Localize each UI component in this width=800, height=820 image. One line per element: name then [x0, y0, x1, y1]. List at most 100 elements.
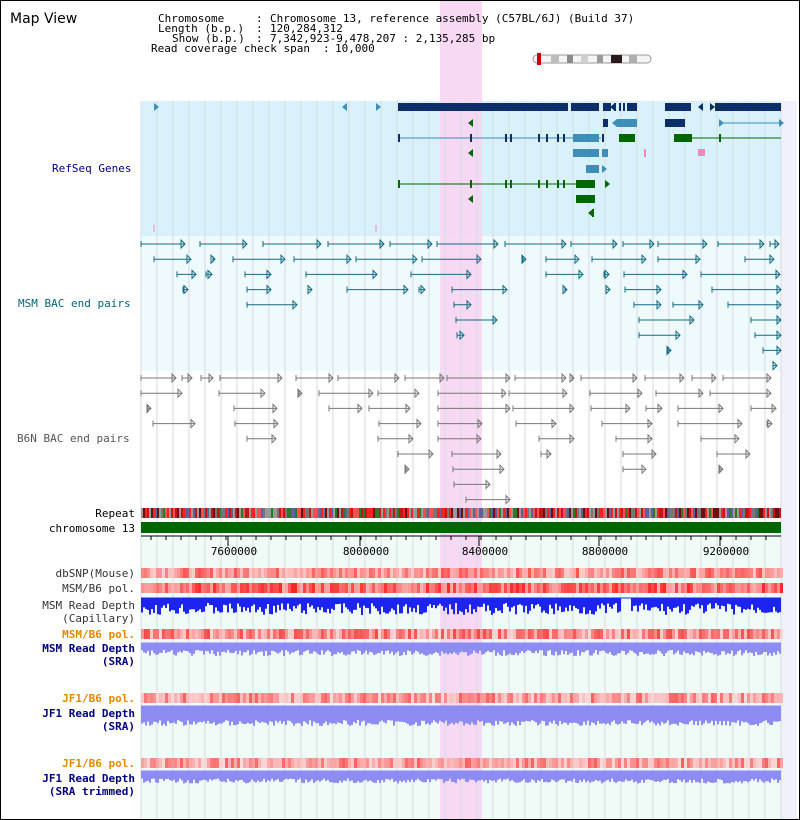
polymorphism-cell	[666, 568, 669, 578]
depth-bar	[453, 771, 455, 783]
track-label-msm-b6-pol[interactable]: MSM/B6 pol.	[62, 582, 135, 595]
repeat-element	[369, 508, 371, 518]
track-label-msm-depth-capillary[interactable]: MSM Read Depth	[42, 599, 135, 612]
depth-bar	[155, 643, 157, 655]
depth-bar	[769, 771, 771, 783]
polymorphism-cell	[780, 693, 783, 703]
track-label-jf1-b6-pol-trim[interactable]: JF1/B6 pol.	[62, 757, 135, 770]
depth-bar	[683, 771, 685, 780]
depth-bar	[609, 706, 611, 726]
depth-bar	[181, 643, 183, 653]
track-label-msm-depth-sra[interactable]: MSM Read Depth	[42, 642, 135, 655]
polymorphism-cell	[543, 629, 546, 639]
depth-bar	[555, 598, 557, 604]
depth-bar	[347, 598, 349, 610]
depth-bar	[183, 643, 185, 651]
depth-bar	[479, 643, 481, 651]
polymorphism-cell	[270, 629, 273, 639]
track-label-b6n-bac[interactable]: B6N BAC end pairs	[17, 432, 130, 445]
depth-bar	[229, 771, 231, 782]
track-label-jf1-depth-trim-sub: (SRA trimmed)	[48, 785, 135, 798]
depth-bar	[301, 643, 303, 655]
polymorphism-cell	[564, 758, 567, 768]
depth-bar	[609, 598, 611, 607]
depth-bar	[219, 771, 221, 781]
polymorphism-cell	[351, 693, 354, 703]
chromosome-ideogram[interactable]	[531, 53, 655, 65]
polymorphism-cell	[720, 583, 723, 593]
gene-exon-small	[644, 149, 646, 157]
track-label-msm-b6-pol-sra[interactable]: MSM/B6 pol.	[62, 628, 135, 641]
depth-bar	[559, 771, 561, 780]
depth-bar	[527, 643, 529, 651]
polymorphism-cell	[546, 693, 549, 703]
track-label-jf1-depth-trim[interactable]: JF1 Read Depth	[42, 772, 135, 785]
polymorphism-cell	[180, 758, 183, 768]
polymorphism-cell	[516, 583, 519, 593]
depth-bar	[583, 771, 585, 780]
depth-bar	[341, 598, 343, 614]
track-label-refseq[interactable]: RefSeq Genes	[52, 162, 132, 175]
depth-bar	[289, 771, 291, 779]
polymorphism-cell	[258, 758, 261, 768]
repeat-element	[617, 508, 619, 518]
bac-end-arrow	[496, 448, 502, 460]
depth-bar	[663, 643, 665, 656]
depth-bar	[295, 771, 297, 783]
depth-bar	[687, 771, 689, 783]
gene-exon-small	[563, 134, 565, 142]
track-label-jf1-depth-sra[interactable]: JF1 Read Depth	[42, 707, 135, 720]
depth-bar	[383, 598, 385, 613]
depth-bar	[723, 598, 725, 607]
depth-bar	[651, 598, 653, 608]
depth-bar	[605, 706, 607, 725]
track-label-jf1-b6-pol[interactable]: JF1/B6 pol.	[62, 692, 135, 705]
depth-bar	[717, 706, 719, 725]
depth-bar	[207, 706, 209, 721]
depth-bar	[677, 643, 679, 651]
polymorphism-cell	[528, 758, 531, 768]
depth-bar	[753, 771, 755, 781]
polymorphism-cell	[183, 629, 186, 639]
polymorphism-cell	[147, 629, 150, 639]
polymorphism-cell	[312, 629, 315, 639]
depth-bar	[209, 706, 211, 724]
depth-bar	[327, 598, 329, 609]
polymorphism-cell	[303, 693, 306, 703]
repeat-element	[707, 508, 709, 518]
bac-end-arrow	[416, 418, 422, 429]
repeat-element	[141, 508, 143, 518]
polymorphism-cell	[663, 693, 666, 703]
polymorphism-cell	[777, 629, 780, 639]
depth-bar	[653, 598, 655, 608]
polymorphism-cell	[219, 629, 222, 639]
polymorphism-cell	[345, 629, 348, 639]
depth-bar	[373, 771, 375, 783]
depth-bar	[589, 771, 591, 783]
depth-bar	[725, 771, 727, 784]
polymorphism-cell	[249, 568, 252, 578]
depth-bar	[317, 706, 319, 724]
gene-exon	[665, 103, 691, 111]
polymorphism-cell	[402, 693, 405, 703]
repeat-element	[773, 508, 775, 518]
refseq-gene-features[interactable]	[153, 103, 784, 232]
repeat-element	[721, 508, 723, 518]
depth-bar	[597, 643, 599, 655]
depth-bar	[349, 643, 351, 655]
polymorphism-cell	[423, 629, 426, 639]
depth-bar	[317, 771, 319, 781]
repeat-element	[381, 508, 383, 518]
depth-bar	[239, 643, 241, 651]
depth-bar	[505, 598, 507, 604]
gene-strand-right	[602, 165, 607, 173]
bac-end-arrow	[177, 387, 183, 399]
b6n-bac-end-pairs[interactable]	[140, 372, 777, 505]
track-label-msm-bac[interactable]: MSM BAC end pairs	[18, 297, 131, 310]
depth-bar	[723, 706, 725, 722]
track-label-dbsnp[interactable]: dbSNP(Mouse)	[55, 567, 135, 580]
msm-bac-end-pairs[interactable]	[140, 238, 782, 371]
depth-bar	[753, 598, 755, 611]
repeat-element	[329, 508, 331, 518]
depth-bar	[699, 771, 701, 784]
